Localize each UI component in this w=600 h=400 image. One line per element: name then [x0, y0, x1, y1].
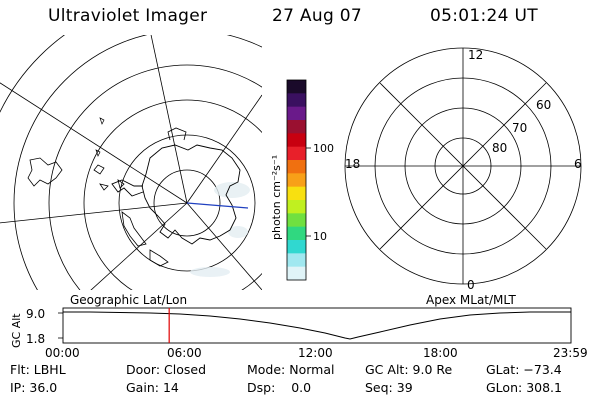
colorbar-stripe [287, 266, 306, 281]
mlat-label-60: 60 [536, 98, 551, 112]
geographic-map [0, 35, 262, 290]
mlat-label-80: 80 [492, 141, 507, 155]
altitude-timeline: 9.0 1.8 GC Alt 00:00 06:00 12:00 18:00 2… [10, 307, 588, 360]
colorbar-stripe [287, 120, 306, 134]
status-mode: Mode: Normal [247, 362, 335, 377]
x-label-2359: 23:59 [553, 346, 588, 360]
apex-map-label: Apex MLat/MLT [426, 293, 516, 307]
antarctica-coastline [141, 144, 241, 245]
polar-labels: 12 18 6 0 60 70 80 [345, 48, 582, 292]
timeline-axis-label: GC Alt [10, 313, 23, 348]
x-label-1800: 18:00 [423, 346, 458, 360]
colorbar-stripe [287, 80, 306, 94]
status-dsp: Dsp: 0.0 [247, 380, 312, 395]
colorbar-stripe [287, 173, 306, 188]
status-glat: GLat: −73.4 [486, 362, 562, 377]
mlt-label-0: 0 [467, 278, 475, 292]
header-date: 27 Aug 07 [272, 6, 362, 26]
local-time-meridian [186, 202, 249, 209]
colorbar-stripe [287, 106, 306, 121]
colorbar-tick-10: 10 [313, 230, 327, 243]
mlt-label-18: 18 [345, 157, 360, 171]
y-label-1-8: 1.8 [26, 332, 45, 346]
mlat-label-70: 70 [512, 121, 527, 135]
status-flt: Flt: LBHL [10, 362, 66, 377]
colorbar-stripe [287, 226, 306, 241]
colorbar-stripe [287, 253, 306, 268]
colorbar-stripe [287, 186, 306, 201]
status-gc-alt: GC Alt: 9.0 Re [365, 362, 453, 377]
colorbar-stripe [287, 133, 306, 148]
colorbar: 100 10 photon cm⁻²s⁻¹ [270, 79, 334, 281]
x-label-1200: 12:00 [298, 346, 333, 360]
colorbar-unit-label: photon cm⁻²s⁻¹ [270, 155, 283, 240]
x-label-0600: 06:00 [167, 346, 202, 360]
geographic-map-label: Geographic Lat/Lon [70, 293, 188, 307]
polar-mlt-plot [344, 47, 582, 285]
header-time: 05:01:24 UT [430, 6, 538, 26]
south-america-coastline [27, 157, 63, 187]
status-seq: Seq: 39 [365, 380, 413, 395]
mlt-label-12: 12 [468, 48, 483, 62]
y-label-9: 9.0 [26, 307, 45, 321]
colorbar-stripe [287, 146, 306, 161]
colorbar-stripe [287, 240, 306, 254]
status-glon: GLon: 308.1 [486, 380, 562, 395]
colorbar-stripe [287, 213, 306, 228]
mlt-label-6: 6 [574, 157, 582, 171]
status-gain: Gain: 14 [126, 380, 179, 395]
colorbar-stripe [287, 160, 306, 174]
status-door: Door: Closed [126, 362, 207, 377]
status-ip: IP: 36.0 [10, 380, 58, 395]
colorbar-stripe [287, 200, 306, 214]
colorbar-stripe [287, 93, 306, 108]
app-title: Ultraviolet Imager [48, 6, 208, 26]
colorbar-tick-100: 100 [313, 142, 334, 155]
altitude-curve [63, 311, 571, 340]
x-label-0000: 00:00 [45, 346, 80, 360]
